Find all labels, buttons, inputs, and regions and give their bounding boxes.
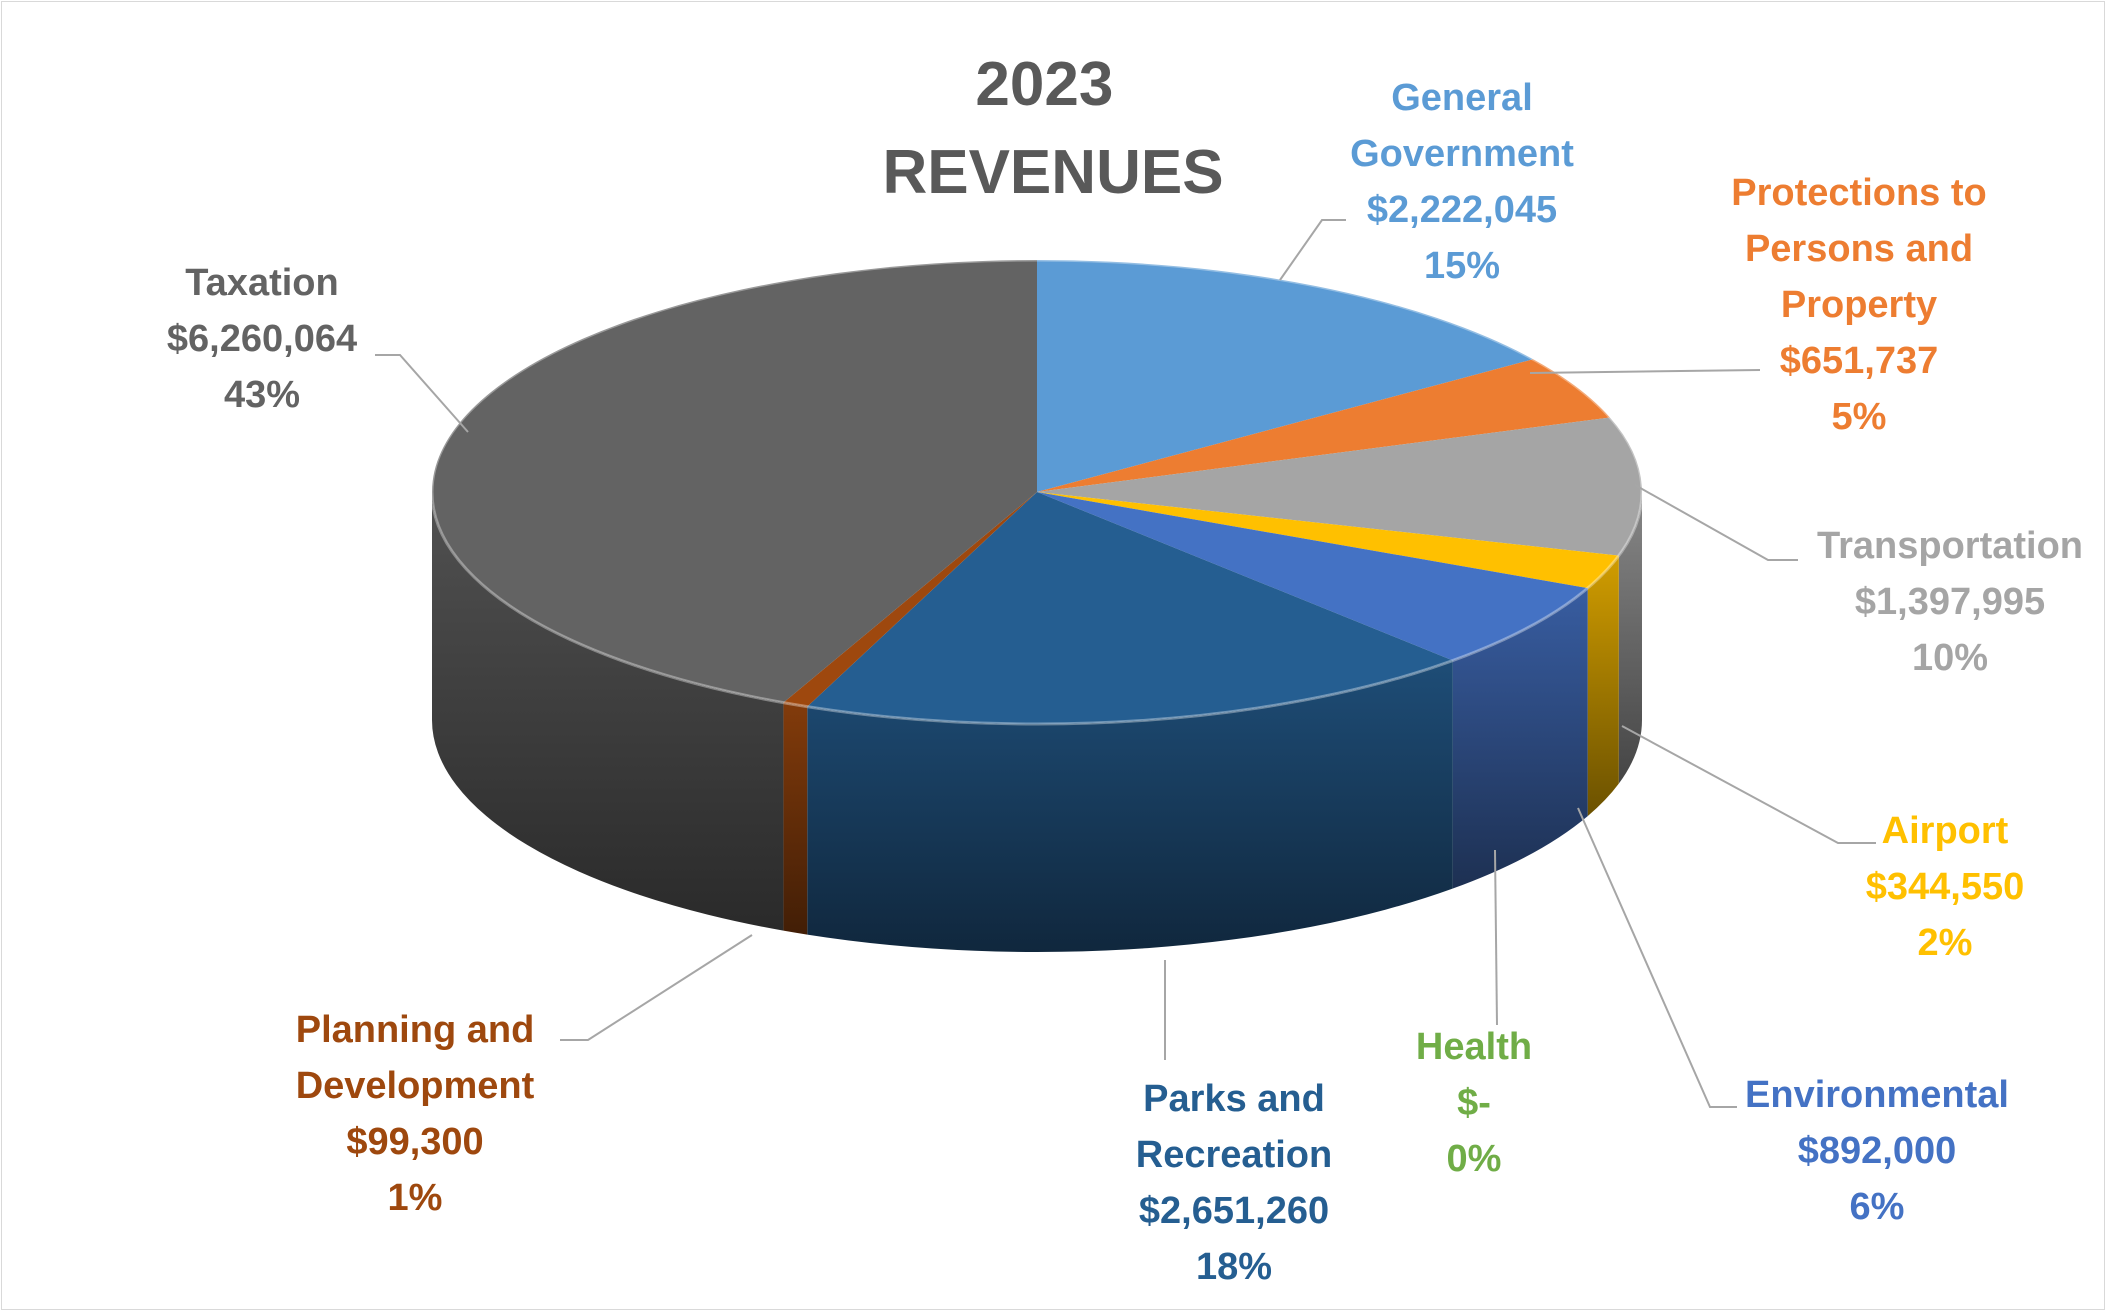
chart-title-line-1: 2023 [975,50,1113,119]
pie-side-walls [432,492,1643,952]
label-value: $344,550 [1866,866,2025,908]
label-value: $892,000 [1798,1130,1957,1172]
label-value: $1,397,995 [1855,581,2045,623]
label-value: $2,222,045 [1367,189,1557,231]
label-percent: 6% [1850,1186,1905,1228]
label-category: Development [296,1065,535,1107]
label-value: $2,651,260 [1139,1190,1329,1232]
label-percent: 1% [388,1177,443,1219]
leader-line-transportation [1634,484,1798,561]
leader-line-environmental [1577,807,1737,1108]
leader-line-general-government [1279,219,1346,281]
label-category: Transportation [1817,525,2083,567]
label-category: Protections to [1731,172,1986,214]
data-label-general-government: General Government $2,222,045 15% [1350,77,1574,287]
label-category: Government [1350,133,1574,175]
label-category: Persons and [1745,228,1973,270]
leader-line-taxation [375,354,469,433]
label-category: Taxation [185,262,338,304]
label-category: Environmental [1745,1074,2009,1116]
label-percent: 2% [1918,922,1973,964]
leader-line-planning-and-development [560,934,753,1041]
pie-slice-environmental [1037,492,1588,661]
data-label-environmental: Environmental $892,000 6% [1745,1074,2009,1228]
label-category: Parks and [1143,1078,1325,1120]
leader-line-protections-to-persons-and-property [1529,369,1761,374]
pie-top-faces [430,258,1644,726]
label-value: $6,260,064 [167,318,357,360]
label-category: Airport [1882,810,2009,852]
chart-title-line-2: REVENUES [882,138,1223,207]
label-value: $651,737 [1780,340,1939,382]
pie-slice-parks-and-recreation [807,492,1453,725]
data-label-airport: Airport $344,550 2% [1866,810,2025,964]
leader-line-airport [1621,725,1876,844]
label-percent: 43% [224,374,300,416]
chart-title: 2023 REVENUES [882,50,1223,207]
data-labels: General Government $2,222,045 15% Protection… [167,77,2083,1288]
label-category: Recreation [1136,1134,1332,1176]
label-value: $99,300 [346,1121,483,1163]
pie-rim-highlight [430,258,1644,726]
data-label-planning-and-development: Planning and Development $99,300 1% [296,1009,535,1219]
pie-side-taxation [432,492,784,931]
label-category: Planning and [296,1009,535,1051]
label-percent: 5% [1832,396,1887,438]
pie-side-transportation [1618,492,1643,784]
label-value: $- [1457,1082,1491,1124]
pie-slice-airport [1037,492,1619,589]
label-percent: 0% [1447,1138,1502,1180]
label-category: Property [1781,284,1937,326]
pie-slice-general-government [1037,260,1534,492]
leader-line-health [1494,849,1498,1026]
label-percent: 18% [1196,1246,1272,1288]
pie-slice-transportation [1037,417,1643,556]
label-percent: 15% [1424,245,1500,287]
pie-side-airport [1587,555,1619,817]
label-category: General [1391,77,1533,119]
data-label-transportation: Transportation $1,397,995 10% [1817,525,2083,679]
pie-side-planning-and-development [783,702,808,935]
data-label-taxation: Taxation $6,260,064 43% [167,262,357,416]
pie-side-environmental [1452,588,1588,889]
pie-slice-planning-and-development [783,492,1037,707]
pie-slice-protections-to-persons-and-property [1037,359,1610,492]
data-label-parks-and-recreation: Parks and Recreation $2,651,260 18% [1136,1078,1332,1288]
label-percent: 10% [1912,637,1988,679]
pie-side-parks-and-recreation [807,660,1453,952]
data-label-health: Health $- 0% [1416,1026,1532,1180]
pie-slice-taxation [431,260,1038,703]
leader-lines [375,219,1876,1108]
data-label-protections-to-persons-and-property: Protections to Persons and Property $651,73… [1731,172,1986,438]
label-category: Health [1416,1026,1532,1068]
